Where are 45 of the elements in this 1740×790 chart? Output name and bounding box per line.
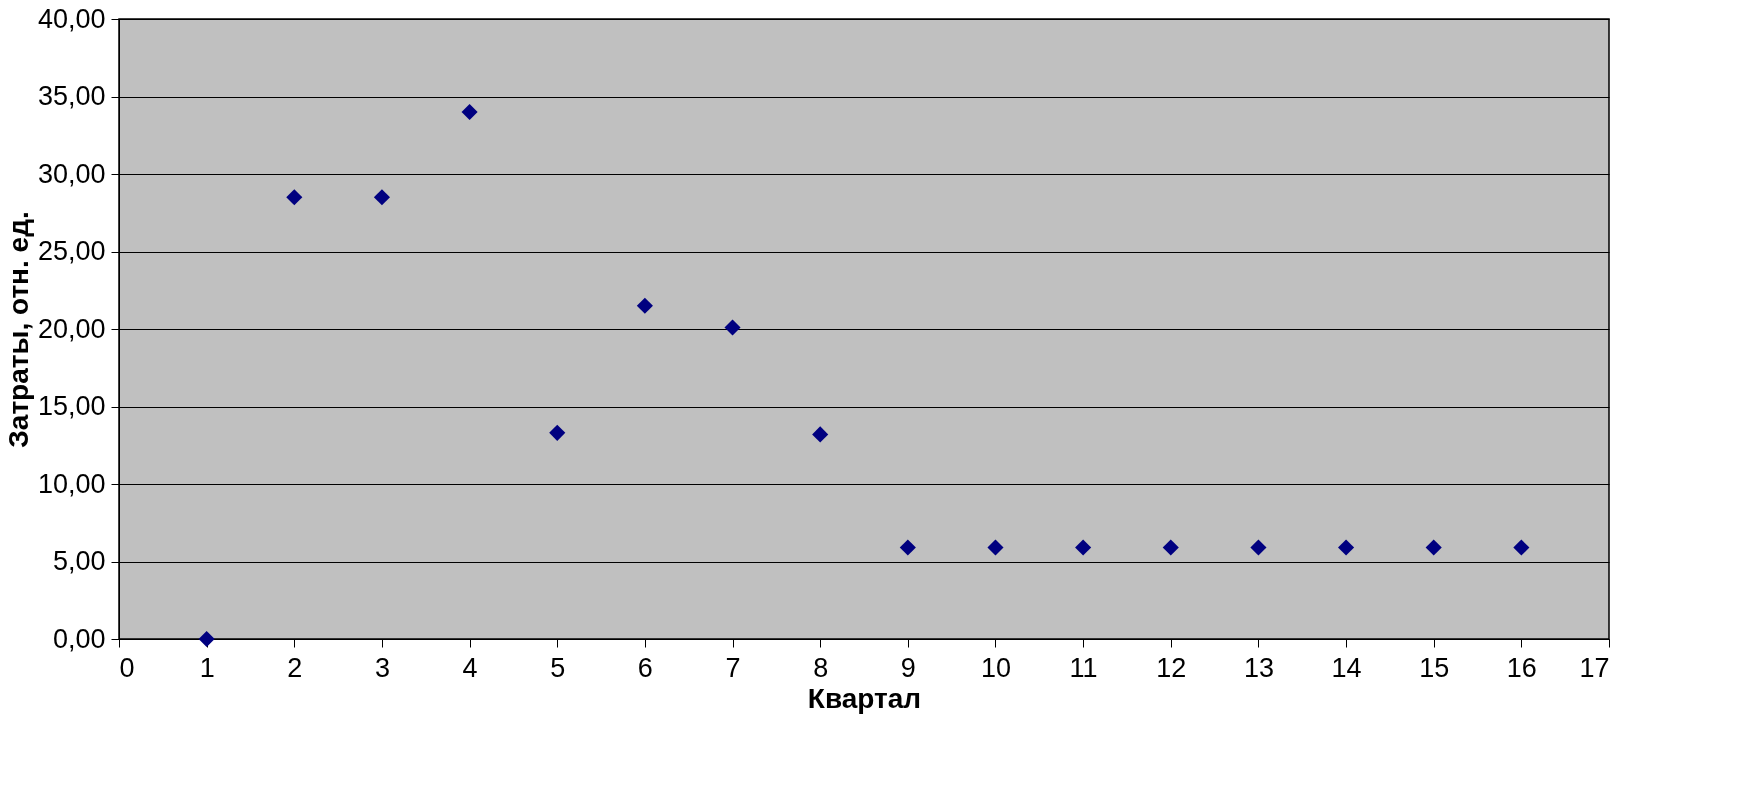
x-tick-label: 3	[374, 652, 390, 683]
y-tick-label: 20,00	[37, 313, 106, 344]
point	[724, 319, 741, 336]
x-tick-label: 4	[462, 652, 478, 683]
y-tick-label: 35,00	[37, 81, 106, 111]
x-tick-label: 0	[119, 652, 135, 683]
point	[1162, 539, 1179, 556]
point	[1250, 539, 1267, 556]
point	[899, 539, 916, 556]
x-tick-label: 13	[1243, 652, 1274, 683]
x-tick-label: 1	[199, 652, 215, 683]
point	[1425, 539, 1442, 556]
point	[198, 630, 215, 648]
x-tick-label: 2	[287, 652, 303, 683]
x-tick-label: 15	[1419, 652, 1450, 683]
y-tick-label: 0,00	[52, 623, 106, 654]
y-tick-label: 30,00	[37, 158, 106, 189]
x-tick-label: 16	[1506, 652, 1537, 683]
x-tick-label: 9	[900, 652, 916, 683]
x-tick-label: 8	[813, 652, 829, 683]
x-tick-label: 10	[980, 652, 1011, 683]
point	[987, 539, 1004, 556]
x-tick-label: 5	[550, 652, 566, 683]
point	[549, 424, 566, 441]
y-axis-title: Затраты, отн. ед.	[2, 211, 34, 448]
x-tick-label: 17	[1579, 652, 1610, 683]
point	[373, 189, 390, 206]
y-tick-label: 5,00	[52, 546, 106, 576]
point	[461, 103, 478, 121]
y-tick-label: 40,00	[37, 3, 106, 34]
x-tick-label: 14	[1331, 652, 1362, 683]
point	[812, 426, 829, 443]
y-tick-label: 10,00	[37, 468, 106, 499]
point	[1338, 539, 1355, 556]
x-tick-label: 12	[1156, 652, 1187, 683]
x-tick-label: 11	[1069, 652, 1098, 683]
point	[1513, 539, 1530, 556]
x-tick-label: 7	[725, 652, 741, 683]
point	[286, 189, 303, 206]
x-axis-title: Квартал	[807, 682, 922, 714]
point	[636, 297, 653, 314]
y-tick-label: 25,00	[37, 236, 106, 266]
point	[1075, 539, 1092, 556]
y-tick-label: 15,00	[37, 391, 106, 421]
x-tick-label: 6	[637, 652, 653, 683]
